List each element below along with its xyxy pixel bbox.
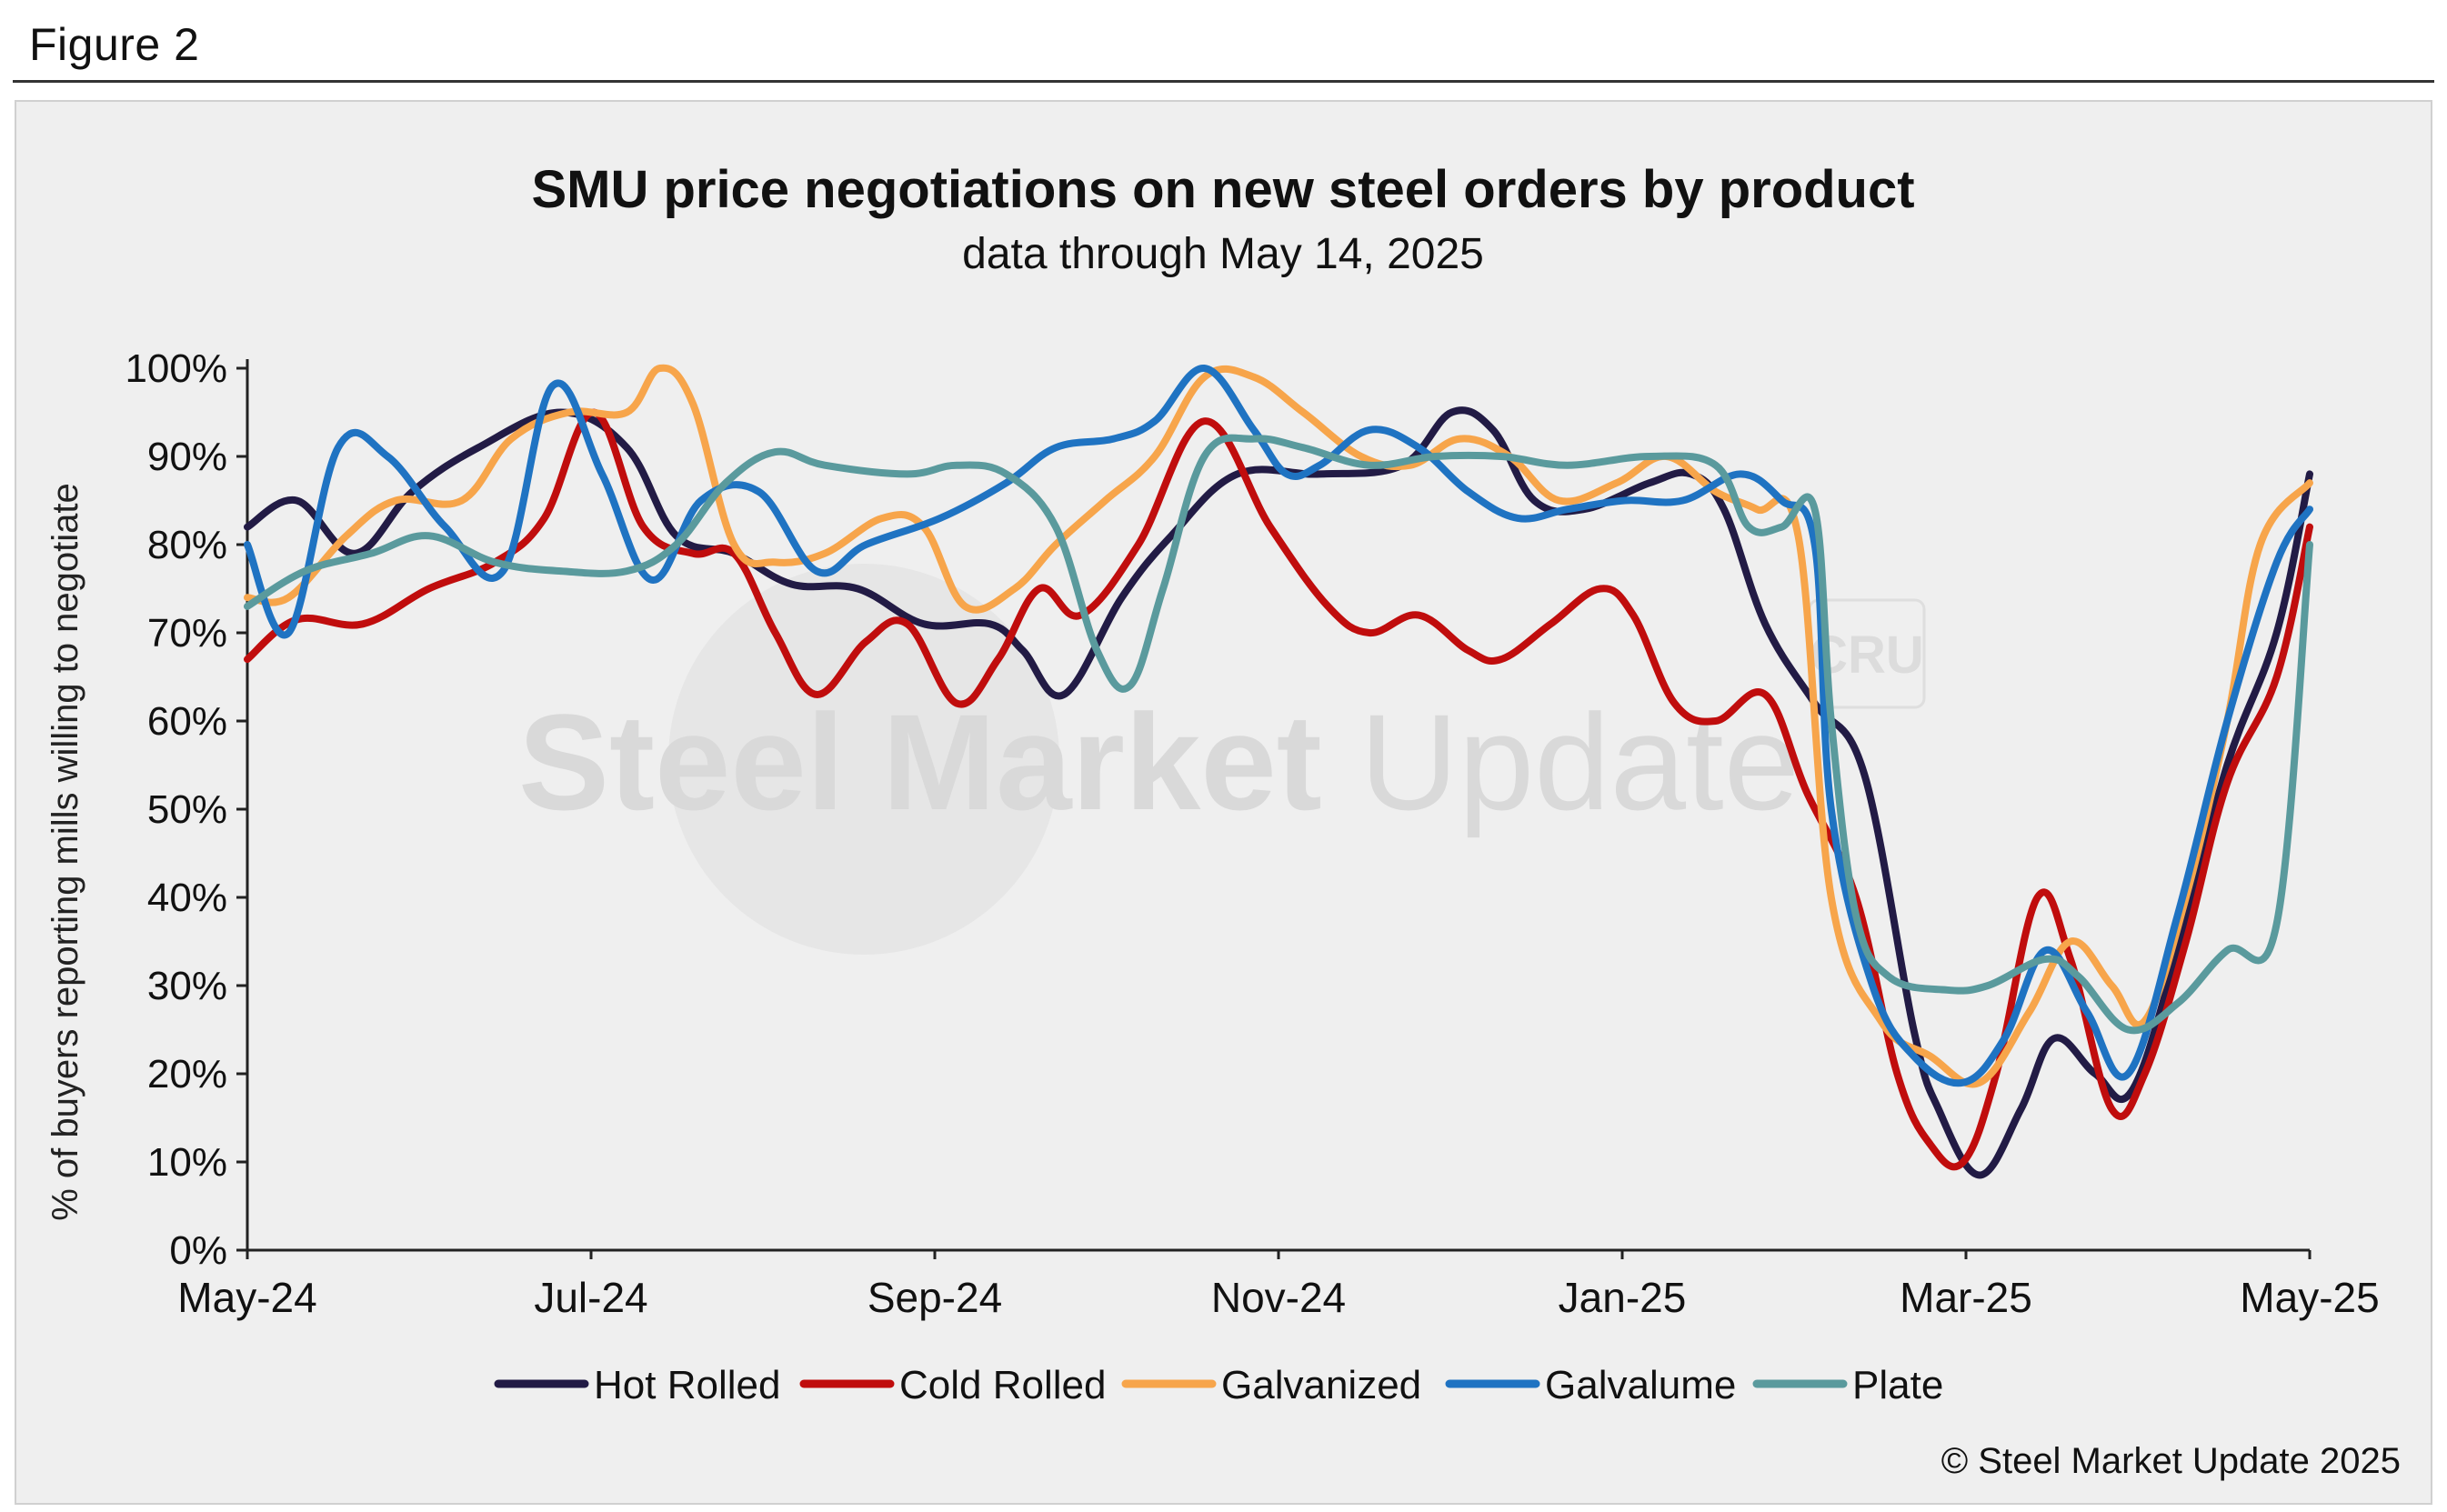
legend-label: Cold Rolled xyxy=(899,1363,1106,1407)
legend-label: Plate xyxy=(1852,1363,1943,1407)
x-tick-label: Sep-24 xyxy=(867,1274,1002,1321)
y-tick-labels: 0% 10% 20% 30% 40% 50% 60% 70% 80% 90% 100% xyxy=(125,346,227,1273)
legend-label: Galvanized xyxy=(1221,1363,1421,1407)
y-axis-label: % of buyers reporting mills willing to n… xyxy=(45,483,85,1221)
copyright-text: © Steel Market Update 2025 xyxy=(1941,1441,2401,1481)
x-tick-label: Nov-24 xyxy=(1211,1274,1346,1321)
legend-item-cold-rolled: Cold Rolled xyxy=(799,1363,1106,1407)
x-tick-label: Mar-25 xyxy=(1900,1274,2032,1321)
y-tick-label: 20% xyxy=(147,1052,227,1096)
figure-header: Figure 2 xyxy=(13,13,2434,80)
watermark-text: Steel Market Update xyxy=(518,686,1800,838)
y-tick-label: 50% xyxy=(147,787,227,832)
figure-label: Figure 2 xyxy=(29,19,200,70)
legend-label: Hot Rolled xyxy=(594,1363,780,1407)
x-tick-labels: May-24 Jul-24 Sep-24 Nov-24 Jan-25 Mar-25 May-… xyxy=(177,1274,2379,1321)
chart-panel xyxy=(15,100,2432,1505)
y-tick-label: 40% xyxy=(147,876,227,920)
chart-title: SMU price negotiations on new steel orde… xyxy=(531,160,1914,219)
y-tick-label: 30% xyxy=(147,964,227,1008)
watermark: Steel Market Update CRU xyxy=(518,564,1926,955)
x-tick-label: Jul-24 xyxy=(534,1274,647,1321)
figure-header-rule xyxy=(13,80,2434,83)
legend-item-galvalume: Galvalume xyxy=(1445,1363,1736,1407)
legend-item-hot-rolled: Hot Rolled xyxy=(494,1363,780,1407)
series-line-galvalume xyxy=(244,365,2313,1087)
y-tick-label: 70% xyxy=(147,611,227,656)
legend: Hot Rolled Cold Rolled Galvanized Galvalume… xyxy=(494,1363,1943,1407)
legend-label: Galvalume xyxy=(1545,1363,1736,1407)
legend-item-galvanized: Galvanized xyxy=(1121,1363,1421,1407)
chart-subtitle: data through May 14, 2025 xyxy=(962,230,1484,278)
x-tick-label: May-25 xyxy=(2240,1274,2379,1321)
axes xyxy=(236,359,2312,1259)
y-tick-label: 10% xyxy=(147,1140,227,1185)
y-tick-label: 80% xyxy=(147,523,227,567)
y-tick-label: 90% xyxy=(147,435,227,479)
series-line-plate xyxy=(244,434,2313,1035)
watermark-logo-circle xyxy=(668,564,1059,955)
series-line-cold-rolled xyxy=(244,408,2313,1171)
y-tick-label: 60% xyxy=(147,699,227,744)
legend-item-plate: Plate xyxy=(1752,1363,1943,1407)
series-lines xyxy=(244,364,2313,1179)
x-tick-label: May-24 xyxy=(177,1274,316,1321)
x-tick-label: Jan-25 xyxy=(1559,1274,1687,1321)
y-tick-label: 100% xyxy=(125,346,227,391)
series-line-hot-rolled xyxy=(244,406,2313,1179)
y-tick-label: 0% xyxy=(169,1228,227,1273)
